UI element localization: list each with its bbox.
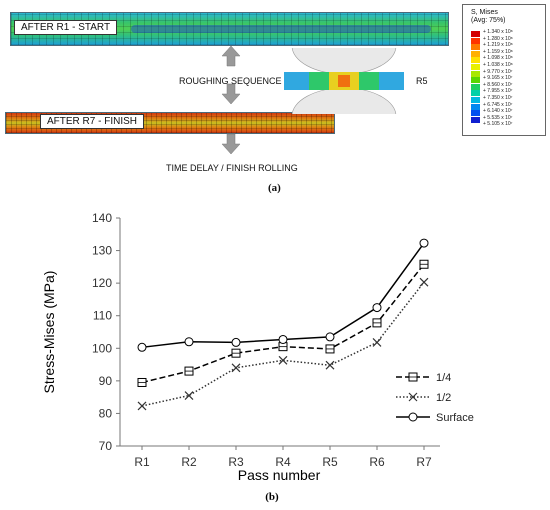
legend-swatch	[471, 50, 480, 57]
x-tick-label: R5	[322, 455, 338, 469]
legend-swatch	[471, 64, 480, 70]
series-line	[141, 263, 425, 384]
legend-swatch	[471, 77, 480, 84]
arrow-up	[221, 45, 241, 67]
data-point	[184, 391, 194, 400]
legend-swatch	[471, 44, 480, 51]
roughing-sequence-label: ROUGHING SEQUENCE	[179, 76, 282, 86]
data-point	[137, 401, 147, 411]
y-tick-label: 140	[92, 211, 112, 225]
data-point	[231, 337, 241, 347]
legend-swatch	[471, 110, 480, 117]
data-point	[408, 412, 418, 422]
series-line	[141, 242, 425, 349]
x-tick-label: R4	[275, 455, 291, 469]
data-point	[408, 392, 418, 402]
y-tick-label: 110	[93, 309, 112, 323]
caption-a: (a)	[268, 182, 281, 194]
finish-arrow	[221, 133, 241, 155]
strip-after-r1	[10, 12, 449, 46]
x-tick-label: R7	[416, 455, 432, 469]
legend-swatch	[471, 57, 480, 64]
strip-blue-band	[131, 25, 431, 33]
legend-value: + 5.535 x 10⁷	[483, 114, 513, 121]
data-point	[325, 360, 335, 370]
legend-swatch	[471, 103, 480, 110]
legend-value: + 6.140 x 10⁷	[483, 108, 513, 115]
x-tick-label: R1	[134, 455, 150, 469]
arrow-down	[221, 83, 241, 105]
legend-value: + 8.560 x 10⁷	[483, 81, 513, 88]
r5-label: R5	[416, 76, 428, 86]
y-tick-label: 80	[99, 406, 113, 420]
legend-value: + 1.159 x 10⁸	[483, 48, 513, 55]
legend-value: + 6.745 x 10⁷	[483, 101, 513, 108]
data-point	[231, 363, 241, 373]
x-axis-label: Pass number	[238, 467, 321, 483]
data-point	[278, 334, 288, 344]
legend-swatch	[471, 70, 480, 77]
legend-entry: Surface	[436, 412, 474, 424]
legend-swatch	[471, 37, 480, 44]
data-point	[137, 342, 147, 352]
series-1-2	[137, 277, 429, 411]
label-after-r1: AFTER R1 - START	[14, 20, 118, 35]
legend-entry: 1/4	[436, 372, 451, 384]
legend-value: + 1.219 x 10⁸	[483, 42, 513, 49]
r5-roll-inset	[284, 48, 404, 114]
roll-top	[291, 48, 397, 75]
legend-entry: 1/2	[436, 392, 451, 404]
data-point	[372, 337, 382, 347]
legend-value: + 7.955 x 10⁷	[483, 88, 513, 95]
legend-swatch	[471, 97, 480, 103]
x-tick-label: R3	[228, 455, 244, 469]
data-point	[419, 238, 429, 248]
legend-value: + 1.038 x 10⁸	[483, 62, 513, 68]
legend-value: + 1.340 x 10⁸	[483, 29, 513, 35]
stress-chart: Stress-Mises (MPa) Pass number (b) 70 80 9…	[41, 211, 474, 503]
legend-value: + 1.098 x 10⁸	[483, 55, 513, 62]
mises-legend: S, Mises (Avg: 75%) + 1.340 x 10⁸ + 1.280…	[462, 4, 546, 136]
series-1-4	[137, 259, 429, 387]
legend-value: + 7.350 x 10⁷	[483, 95, 513, 101]
legend-swatch	[471, 116, 480, 123]
data-point	[325, 332, 335, 342]
legend-value: + 9.165 x 10⁷	[483, 75, 513, 82]
arrow-down-finish	[221, 133, 241, 155]
legend-value: + 1.280 x 10⁸	[483, 35, 513, 42]
label-after-r7: AFTER R7 - FINISH	[40, 114, 145, 129]
y-tick-label: 90	[99, 374, 113, 388]
y-axis-label: Stress-Mises (MPa)	[41, 271, 57, 394]
y-tick-label: 130	[92, 244, 112, 258]
y-tick-label: 120	[92, 276, 112, 290]
finish-rolling-label: TIME DELAY / FINISH ROLLING	[166, 163, 298, 173]
legend-value: + 5.105 x 10⁷	[483, 121, 513, 128]
data-point	[278, 355, 288, 365]
data-point	[372, 303, 382, 313]
legend-swatch	[471, 83, 480, 90]
series-surface	[137, 238, 429, 352]
data-point	[184, 337, 194, 347]
roll-bottom	[291, 87, 397, 114]
legend-value: + 9.770 x 10⁷	[483, 68, 513, 75]
x-tick-label: R6	[369, 455, 385, 469]
legend-swatch	[471, 90, 480, 97]
sequence-arrows	[221, 45, 241, 105]
data-point	[419, 277, 429, 287]
legend-title: S, Mises (Avg: 75%)	[471, 9, 506, 24]
y-tick-label: 70	[99, 439, 113, 453]
x-tick-label: R2	[181, 455, 197, 469]
legend-swatch	[471, 31, 480, 37]
y-tick-label: 100	[92, 341, 112, 355]
caption-b: (b)	[265, 491, 279, 503]
